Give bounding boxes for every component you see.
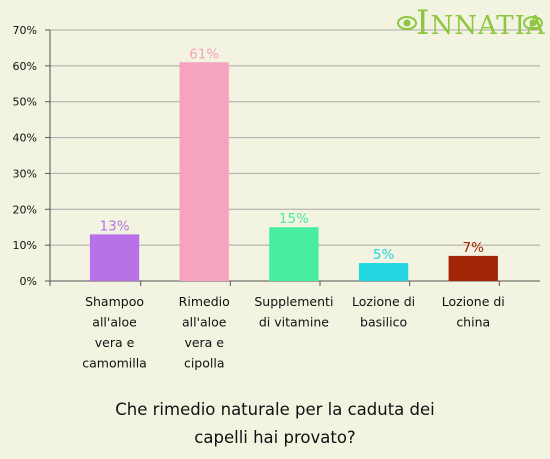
y-tick-label: 20%: [13, 203, 37, 216]
bar-value-label: 61%: [189, 46, 219, 62]
y-tick-label: 70%: [13, 24, 37, 37]
y-tick-label: 50%: [13, 96, 37, 109]
logo-wordmark: INNATIA: [416, 3, 546, 43]
category-label: vera e: [184, 335, 224, 350]
category-label: Rimedio: [179, 294, 230, 309]
y-tick-label: 40%: [13, 132, 37, 145]
bar: [179, 62, 229, 282]
category-label: Lozione di: [352, 294, 415, 309]
innatia-logo[interactable]: INNATIA: [396, 3, 546, 43]
bar: [448, 255, 498, 281]
y-tick-label: 10%: [13, 239, 37, 252]
question-line-2: capelli hai provato?: [194, 428, 356, 447]
bar: [269, 227, 319, 281]
category-label: china: [456, 315, 490, 330]
category-label: cipolla: [184, 356, 225, 371]
category-label: camomilla: [82, 356, 147, 371]
category-label: di vitamine: [259, 315, 329, 330]
category-label: basilico: [360, 315, 407, 330]
y-tick-label: 0%: [20, 275, 37, 288]
y-tick-label: 60%: [13, 60, 37, 73]
category-label: all'aloe: [92, 315, 137, 330]
bar-value-label: 13%: [100, 218, 130, 234]
poll-question: Che rimedio naturale per la caduta dei c…: [0, 396, 550, 452]
bar-value-label: 5%: [373, 247, 395, 263]
y-tick-label: 30%: [13, 167, 37, 180]
category-label: vera e: [95, 335, 135, 350]
category-label: Shampoo: [85, 294, 144, 309]
category-label: all'aloe: [182, 315, 227, 330]
category-label: Lozione di: [442, 294, 505, 309]
bar-value-label: 7%: [463, 240, 485, 256]
leaf-logo-icon: [397, 16, 543, 30]
category-label: Supplementi: [254, 294, 333, 309]
question-line-1: Che rimedio naturale per la caduta dei: [115, 400, 435, 419]
bar-value-label: 15%: [279, 211, 309, 227]
bar: [358, 263, 409, 281]
bar: [89, 234, 140, 281]
